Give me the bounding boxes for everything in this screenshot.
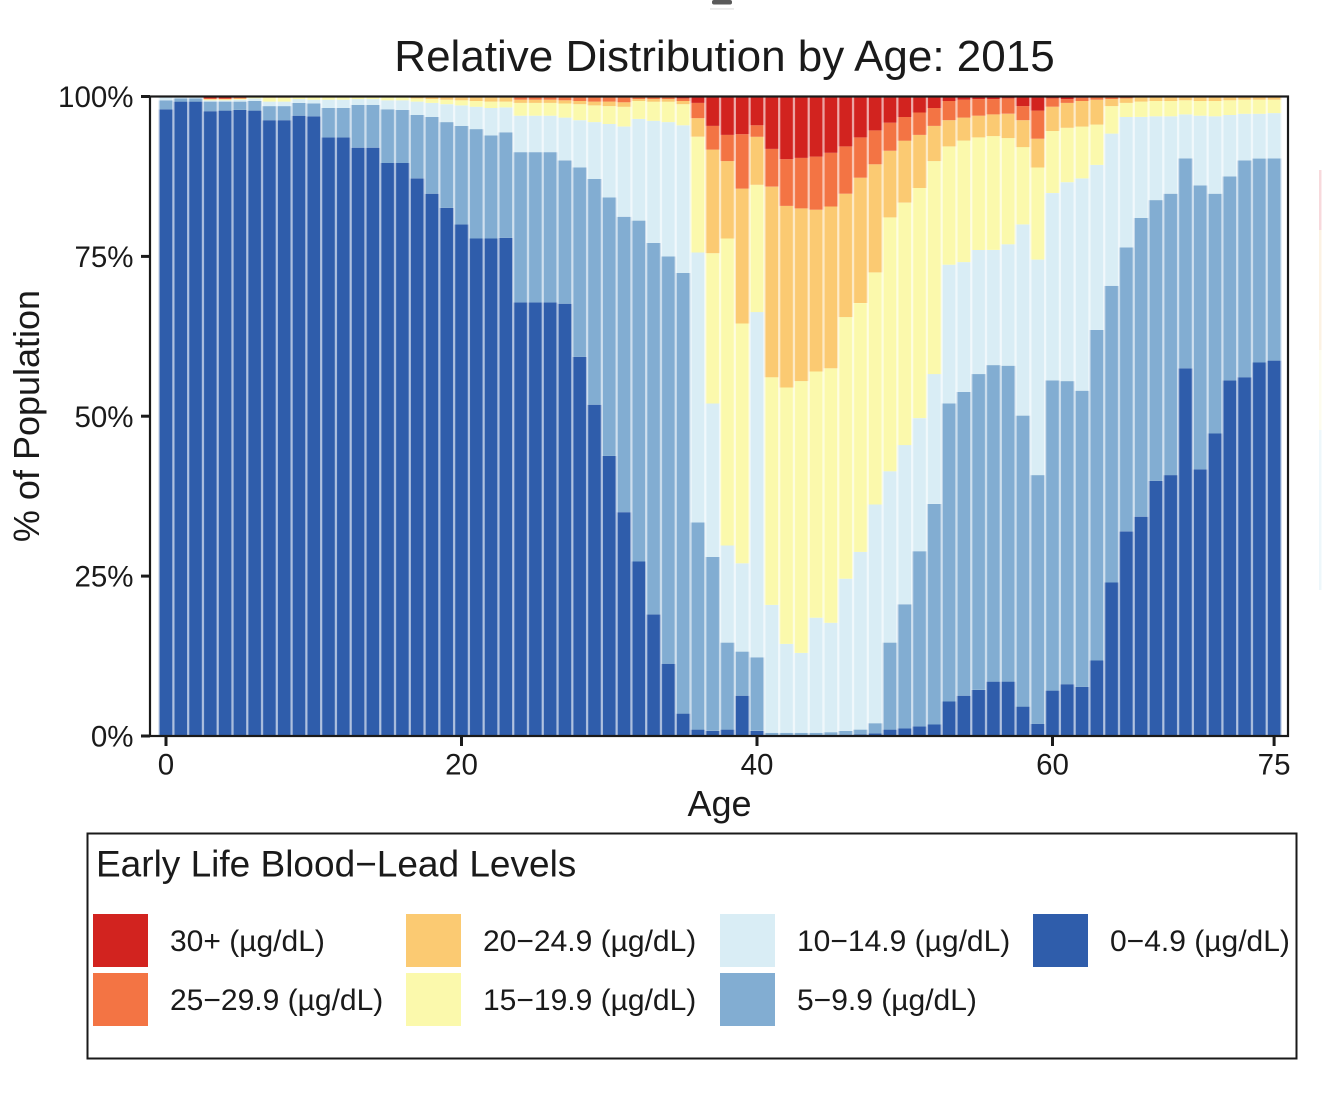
- svg-text:75%: 75%: [74, 241, 133, 274]
- svg-text:40: 40: [741, 749, 774, 782]
- svg-text:0−4.9 (µg/dL): 0−4.9 (µg/dL): [1110, 925, 1290, 958]
- svg-text:20−24.9 (µg/dL): 20−24.9 (µg/dL): [483, 925, 696, 958]
- svg-text:Age: Age: [687, 783, 751, 824]
- svg-text:25%: 25%: [74, 561, 133, 594]
- svg-text:50%: 50%: [74, 401, 133, 434]
- svg-text:% of Population: % of Population: [6, 290, 47, 542]
- svg-text:100%: 100%: [58, 81, 133, 114]
- svg-text:25−29.9 (µg/dL): 25−29.9 (µg/dL): [170, 984, 383, 1017]
- svg-text:15−19.9 (µg/dL): 15−19.9 (µg/dL): [483, 984, 696, 1017]
- svg-text:60: 60: [1036, 749, 1069, 782]
- svg-text:20: 20: [445, 749, 478, 782]
- svg-text:75: 75: [1258, 749, 1291, 782]
- svg-text:10−14.9 (µg/dL): 10−14.9 (µg/dL): [797, 925, 1010, 958]
- svg-text:30+ (µg/dL): 30+ (µg/dL): [170, 925, 325, 958]
- svg-text:5−9.9 (µg/dL): 5−9.9 (µg/dL): [797, 984, 977, 1017]
- svg-text:0: 0: [158, 749, 174, 782]
- svg-text:Relative Distribution by Age:: Relative Distribution by Age: 2015: [394, 32, 1054, 81]
- svg-text:Early Life Blood−Lead Levels: Early Life Blood−Lead Levels: [96, 844, 576, 885]
- svg-text:0%: 0%: [91, 721, 134, 754]
